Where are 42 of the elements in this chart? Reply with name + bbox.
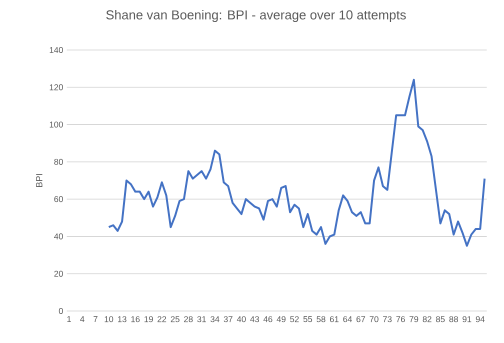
- x-tick-label: 70: [370, 316, 378, 322]
- x-tick-label: 22: [158, 316, 166, 322]
- x-tick-label: 88: [449, 316, 458, 322]
- x-tick-label: 31: [197, 316, 206, 322]
- x-tick-label: 64: [343, 316, 352, 322]
- y-tick-label: 100: [50, 122, 63, 128]
- x-tick-label: 46: [263, 316, 272, 322]
- y-tick-label: 60: [54, 196, 63, 202]
- x-tick-label: 34: [210, 316, 220, 322]
- x-tick-label: 82: [422, 316, 432, 322]
- x-tick-label: 28: [184, 316, 193, 322]
- x-tick-label: 76: [396, 316, 405, 322]
- x-tick-label: 73: [383, 316, 392, 322]
- x-tick-label: 94: [476, 316, 485, 322]
- x-tick-label: 40: [236, 316, 246, 322]
- x-tick-label: 85: [436, 316, 445, 322]
- x-tick-label: 37: [224, 316, 232, 322]
- x-tick-label: 10: [104, 316, 114, 322]
- y-tick-label: 0: [58, 308, 63, 314]
- x-tick-label: 19: [144, 316, 153, 322]
- x-tick-label: 25: [170, 316, 180, 322]
- x-tick-label: 13: [118, 316, 126, 322]
- x-tick-label: 7: [94, 316, 98, 322]
- y-axis-title: BPI: [36, 174, 42, 187]
- x-tick-label: 43: [250, 316, 260, 322]
- y-tick-label: 140: [50, 47, 63, 53]
- x-tick-label: 4: [80, 316, 84, 322]
- y-tick-label: 120: [50, 84, 63, 90]
- x-tick-label: 67: [356, 316, 366, 322]
- x-tick-label: 61: [330, 316, 339, 322]
- y-tick-label: 40: [54, 233, 63, 240]
- x-tick-label: 55: [303, 316, 312, 322]
- x-tick-label: 1: [67, 316, 71, 322]
- chart-title: Shane van Boening: BPI - average over 10 attempts: [106, 10, 406, 22]
- x-tick-label: 52: [290, 316, 299, 322]
- x-tick-label: 79: [410, 316, 418, 322]
- x-tick-label: 91: [462, 316, 472, 322]
- y-tick-label: 80: [54, 158, 63, 165]
- x-tick-label: 58: [316, 316, 326, 322]
- y-tick-label: 20: [54, 270, 63, 277]
- x-tick-label: 16: [131, 316, 140, 322]
- x-tick-label: 49: [276, 316, 286, 322]
